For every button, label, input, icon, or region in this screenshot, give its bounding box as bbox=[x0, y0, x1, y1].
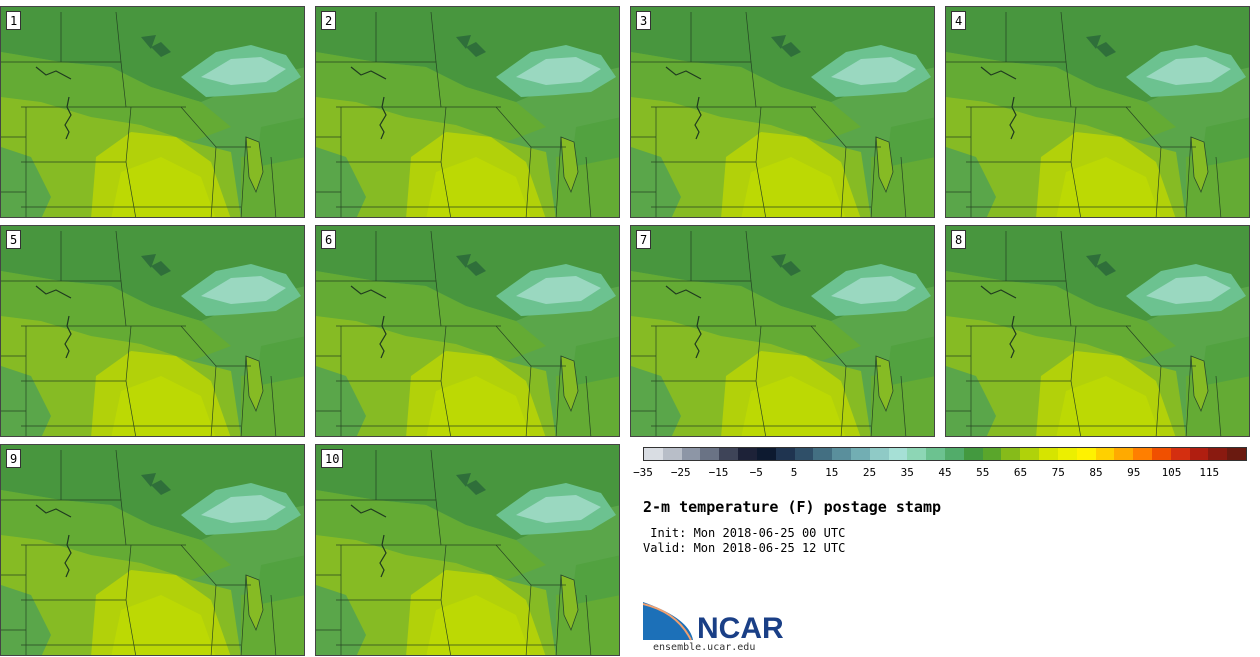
member-number-label: 3 bbox=[636, 11, 652, 30]
colorbar-swatch bbox=[1170, 448, 1190, 460]
map-title: 2-m temperature (F) postage stamp bbox=[643, 498, 942, 516]
colorbar-swatch bbox=[926, 448, 945, 460]
temperature-colorbar bbox=[643, 447, 1247, 461]
member-number-label: 2 bbox=[321, 11, 337, 30]
temperature-map bbox=[1, 226, 304, 436]
colorbar-swatch bbox=[775, 448, 795, 460]
ensemble-member-panel: 7 bbox=[630, 225, 935, 437]
colorbar-tick-label: 35 bbox=[900, 466, 914, 479]
member-number-label: 8 bbox=[951, 230, 967, 249]
init-time: Init: Mon 2018-06-25 00 UTC bbox=[643, 526, 846, 540]
colorbar-swatch bbox=[756, 448, 776, 460]
colorbar-tick-label: 75 bbox=[1051, 466, 1065, 479]
colorbar-tick-label: 65 bbox=[1013, 466, 1028, 479]
colorbar-swatch bbox=[644, 448, 663, 460]
member-number-label: 1 bbox=[6, 11, 22, 30]
temperature-map bbox=[946, 7, 1249, 217]
colorbar-swatch bbox=[1039, 448, 1058, 460]
temperature-map bbox=[946, 226, 1249, 436]
colorbar-swatch bbox=[1057, 448, 1077, 460]
member-number-label: 10 bbox=[321, 449, 344, 468]
colorbar-swatch bbox=[888, 448, 908, 460]
colorbar-swatch bbox=[907, 448, 927, 460]
temperature-map bbox=[316, 7, 619, 217]
ncar-logo bbox=[643, 600, 694, 641]
member-number-label: 6 bbox=[321, 230, 337, 249]
colorbar-swatch bbox=[869, 448, 889, 460]
colorbar-tick-label: 5 bbox=[790, 466, 798, 479]
temperature-map bbox=[631, 226, 934, 436]
colorbar-swatch bbox=[1189, 448, 1209, 460]
ensemble-member-panel: 2 bbox=[315, 6, 620, 218]
colorbar-tick-label: 45 bbox=[938, 466, 952, 479]
ncar-logo-text: NCAR bbox=[697, 612, 784, 645]
colorbar-swatch bbox=[945, 448, 964, 460]
colorbar-tick-label: 85 bbox=[1089, 466, 1103, 479]
colorbar-tick-label: −15 bbox=[708, 466, 729, 479]
colorbar-swatch bbox=[1227, 448, 1246, 460]
colorbar-swatch bbox=[1095, 448, 1115, 460]
colorbar-tick-label: −5 bbox=[749, 466, 763, 479]
colorbar-swatch bbox=[681, 448, 701, 460]
ensemble-member-panel: 6 bbox=[315, 225, 620, 437]
colorbar-tick-label: 95 bbox=[1127, 466, 1141, 479]
colorbar-ticks: −35 −25 −15 −5 5 15 25 35 45 55 65 75 85 95 105 115 bbox=[633, 466, 1247, 480]
temperature-map bbox=[631, 7, 934, 217]
colorbar-swatch bbox=[1208, 448, 1228, 460]
member-number-label: 7 bbox=[636, 230, 652, 249]
colorbar-tick-label: 25 bbox=[862, 466, 877, 479]
colorbar-swatch bbox=[813, 448, 833, 460]
colorbar-swatch bbox=[850, 448, 870, 460]
colorbar-swatch bbox=[738, 448, 757, 460]
colorbar-swatch bbox=[982, 448, 1002, 460]
colorbar-swatch bbox=[963, 448, 983, 460]
ensemble-member-panel: 5 bbox=[0, 225, 305, 437]
colorbar-swatch bbox=[1133, 448, 1152, 460]
colorbar-swatch bbox=[1114, 448, 1134, 460]
member-number-label: 4 bbox=[951, 11, 967, 30]
colorbar-swatch bbox=[1151, 448, 1171, 460]
ensemble-member-panel: 1 bbox=[0, 6, 305, 218]
colorbar-tick-label: 115 bbox=[1199, 466, 1220, 479]
ensemble-member-panel: 4 bbox=[945, 6, 1250, 218]
colorbar-swatch bbox=[794, 448, 814, 460]
member-number-label: 5 bbox=[6, 230, 22, 249]
temperature-map bbox=[1, 7, 304, 217]
colorbar-swatch bbox=[832, 448, 851, 460]
ensemble-member-panel: 3 bbox=[630, 6, 935, 218]
temperature-map bbox=[1, 445, 304, 655]
colorbar-tick-label: 105 bbox=[1161, 466, 1182, 479]
colorbar-tick-label: −35 bbox=[633, 466, 653, 479]
colorbar-swatch bbox=[662, 448, 682, 460]
colorbar-tick-label: 55 bbox=[976, 466, 990, 479]
ensemble-member-panel: 9 bbox=[0, 444, 305, 656]
colorbar-swatch bbox=[719, 448, 739, 460]
colorbar-swatch bbox=[1020, 448, 1040, 460]
colorbar-tick-label: 15 bbox=[825, 466, 839, 479]
temperature-map bbox=[316, 226, 619, 436]
member-number-label: 9 bbox=[6, 449, 22, 468]
ensemble-member-panel: 8 bbox=[945, 225, 1250, 437]
colorbar-tick-label: −25 bbox=[670, 466, 691, 479]
colorbar-swatch bbox=[1076, 448, 1096, 460]
colorbar-swatch bbox=[1001, 448, 1021, 460]
temperature-map bbox=[316, 445, 619, 655]
valid-time: Valid: Mon 2018-06-25 12 UTC bbox=[643, 541, 846, 555]
colorbar-swatch bbox=[700, 448, 720, 460]
ensemble-member-panel: 10 bbox=[315, 444, 620, 656]
ensemble-url: ensemble.ucar.edu bbox=[653, 642, 756, 653]
